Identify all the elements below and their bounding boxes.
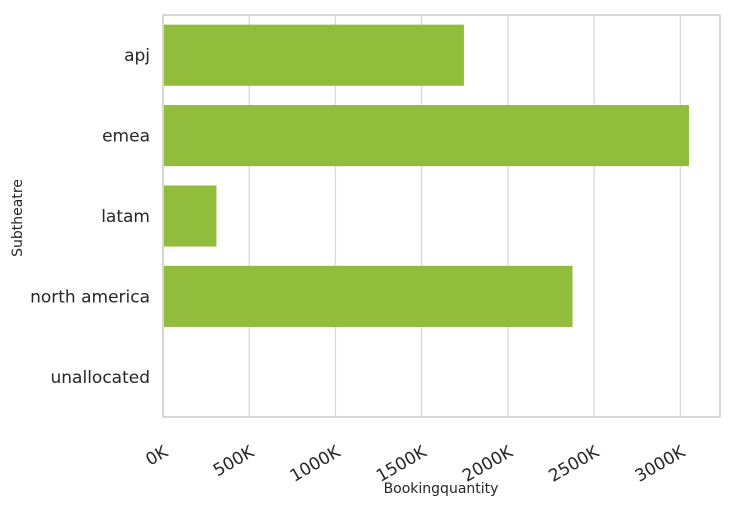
y-tick-labels: apj emea latam north america unallocated	[30, 46, 150, 388]
bar	[164, 24, 464, 86]
x-tick-label: 1500K	[373, 442, 431, 487]
y-tick-label: north america	[30, 287, 150, 307]
bar	[164, 185, 217, 247]
bars	[164, 24, 689, 327]
y-tick-label: latam	[101, 207, 150, 227]
x-tick-label: 2000K	[459, 442, 517, 487]
x-tick-label: 0K	[142, 442, 172, 471]
x-tick-labels: 0K 500K 1000K 1500K 2000K 2500K 3000K	[142, 442, 689, 487]
x-tick-label: 3000K	[632, 442, 690, 487]
y-tick-label: unallocated	[51, 368, 151, 388]
x-tick-label: 500K	[210, 442, 258, 482]
x-tick-label: 1000K	[287, 442, 345, 487]
plot-frame	[162, 14, 721, 418]
x-axis-label: Bookingquantity	[384, 481, 499, 497]
bar	[164, 265, 573, 327]
y-axis-label: Subtheatre	[10, 179, 26, 257]
bar	[164, 105, 689, 167]
x-tick-label: 2500K	[545, 442, 603, 487]
y-tick-label: emea	[102, 127, 150, 147]
y-tick-label: apj	[124, 46, 150, 66]
